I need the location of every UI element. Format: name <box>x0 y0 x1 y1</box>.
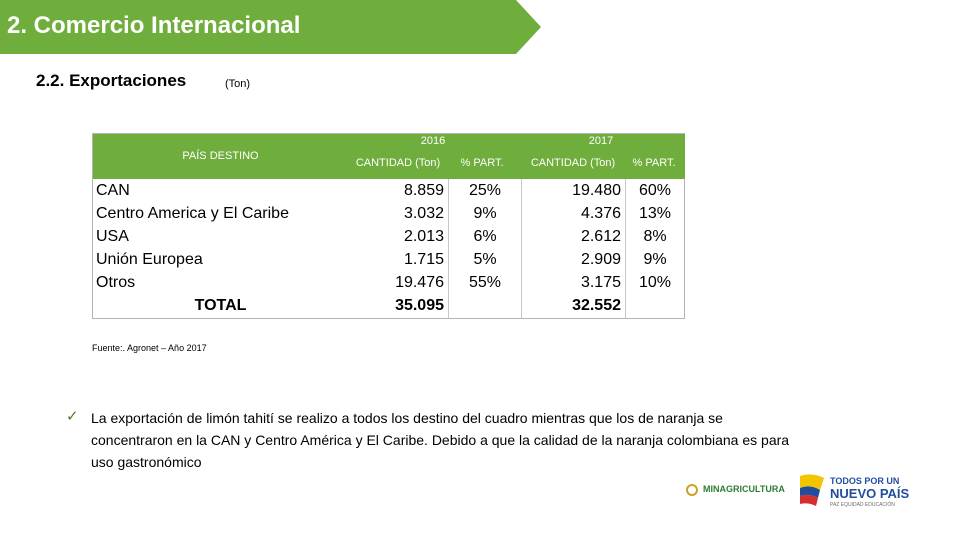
checkmark-icon: ✓ <box>66 408 79 425</box>
col-destino-header: PAÍS DESTINO <box>93 149 348 164</box>
row-pct-2017: 10% <box>638 274 672 291</box>
row-pct-2017: 13% <box>638 205 672 222</box>
title-banner: 2. Comercio Internacional <box>0 0 541 54</box>
minagricultura-logo: MINAGRICULTURA <box>686 483 785 497</box>
row-qty-2017: 19.480 <box>572 182 621 199</box>
seal-icon <box>686 484 698 496</box>
row-destino: Unión Europea <box>96 251 203 268</box>
banner-shape <box>0 0 541 54</box>
row-qty-2017: 4.376 <box>580 205 621 222</box>
row-pct-2017: 60% <box>638 182 672 199</box>
year-2017-header: 2017 <box>531 134 671 148</box>
analysis-text: La exportación de limón tahití se realiz… <box>91 410 790 470</box>
section-subtitle: 2.2. Exportaciones <box>36 71 187 90</box>
row-pct-2016: 6% <box>473 228 497 245</box>
row-qty-2016: 3.032 <box>403 205 444 222</box>
unit-label: (Ton) <box>225 78 251 90</box>
total-label: TOTAL <box>194 297 247 314</box>
row-destino: Otros <box>96 274 136 291</box>
total-qty-2017: 32.552 <box>572 297 621 314</box>
ministry-name: MINAGRICULTURA <box>703 484 785 494</box>
row-qty-2016: 2.013 <box>403 228 444 245</box>
row-qty-2016: 1.715 <box>403 251 444 268</box>
gov-slogan-line1: TODOS POR UN <box>830 476 900 486</box>
col-pct-2016: % PART. <box>451 156 513 171</box>
page-title: 2. Comercio Internacional <box>7 12 301 39</box>
row-pct-2016: 9% <box>473 205 497 222</box>
col-qty-2017: CANTIDAD (Ton) <box>521 156 625 171</box>
colombia-flag-icon <box>800 474 824 506</box>
gov-slogan-line3: PAZ EQUIDAD EDUCACIÓN <box>830 502 895 508</box>
row-pct-2016: 25% <box>468 182 502 199</box>
row-destino: USA <box>96 228 129 245</box>
column-divider <box>448 179 449 319</box>
government-logo: TODOS POR UN NUEVO PAÍS PAZ EQUIDAD EDUC… <box>796 470 910 514</box>
row-pct-2017: 8% <box>643 228 667 245</box>
row-destino: Centro America y El Caribe <box>96 205 289 222</box>
col-qty-2016: CANTIDAD (Ton) <box>348 156 448 171</box>
row-qty-2017: 2.612 <box>580 228 621 245</box>
row-qty-2017: 3.175 <box>580 274 621 291</box>
column-divider <box>521 179 522 319</box>
total-qty-2016: 35.095 <box>395 297 444 314</box>
row-pct-2017: 9% <box>643 251 667 268</box>
row-destino: CAN <box>96 182 130 199</box>
exports-table: PAÍS DESTINO 2016 2017 CANTIDAD (Ton) % … <box>92 133 685 319</box>
source-note: Fuente:. Agronet – Año 2017 <box>92 343 207 353</box>
year-2016-header: 2016 <box>348 134 518 148</box>
row-qty-2017: 2.909 <box>580 251 621 268</box>
row-pct-2016: 5% <box>473 251 497 268</box>
row-pct-2016: 55% <box>468 274 502 291</box>
col-pct-2017: % PART. <box>625 156 683 171</box>
row-qty-2016: 8.859 <box>403 182 444 199</box>
row-qty-2016: 19.476 <box>395 274 444 291</box>
column-divider <box>625 179 626 319</box>
gov-slogan-line2: NUEVO PAÍS <box>830 486 910 501</box>
